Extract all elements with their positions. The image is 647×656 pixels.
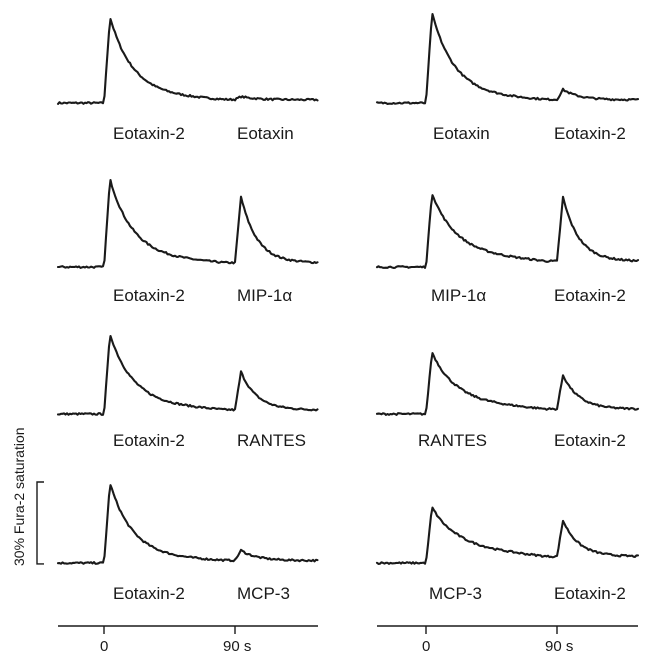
- scale-bar-label: 30% Fura-2 saturation: [11, 427, 27, 566]
- trace-r3-c0: [56, 484, 319, 565]
- label-first-r0-c1: Eotaxin: [433, 124, 490, 143]
- label-second-r3-c0: MCP-3: [237, 584, 290, 603]
- label-first-r2-c0: Eotaxin-2: [113, 431, 185, 450]
- label-first-r3-c0: Eotaxin-2: [113, 584, 185, 603]
- trace-r0-c1: [375, 12, 640, 105]
- trace-r3-c1: [375, 506, 640, 565]
- trace-r0-c0: [56, 18, 319, 105]
- time-tick-label-1-1: 90 s: [545, 638, 574, 655]
- trace-r2-c0: [56, 334, 319, 416]
- trace-r1-c0: [56, 178, 319, 269]
- label-first-r1-c0: Eotaxin-2: [113, 286, 185, 305]
- traces-layer: [56, 12, 640, 565]
- trace-r1-c1: [375, 194, 640, 269]
- scale-bar: [36, 481, 44, 565]
- label-first-r2-c1: RANTES: [418, 431, 487, 450]
- label-second-r2-c1: Eotaxin-2: [554, 431, 626, 450]
- label-second-r1-c0: MIP-1α: [237, 286, 293, 305]
- time-tick-label-0-0: 0: [100, 638, 109, 655]
- label-first-r3-c1: MCP-3: [429, 584, 482, 603]
- time-axes: [58, 625, 638, 634]
- label-second-r0-c1: Eotaxin-2: [554, 124, 626, 143]
- label-second-r0-c0: Eotaxin: [237, 124, 294, 143]
- time-tick-label-1-0: 0: [422, 638, 431, 655]
- label-first-r1-c1: MIP-1α: [431, 286, 487, 305]
- label-first-r0-c0: Eotaxin-2: [113, 124, 185, 143]
- trace-r2-c1: [375, 352, 640, 416]
- label-second-r3-c1: Eotaxin-2: [554, 584, 626, 603]
- label-second-r2-c0: RANTES: [237, 431, 306, 450]
- time-tick-label-0-1: 90 s: [223, 638, 252, 655]
- label-second-r1-c1: Eotaxin-2: [554, 286, 626, 305]
- scale-bar-line: [36, 481, 44, 565]
